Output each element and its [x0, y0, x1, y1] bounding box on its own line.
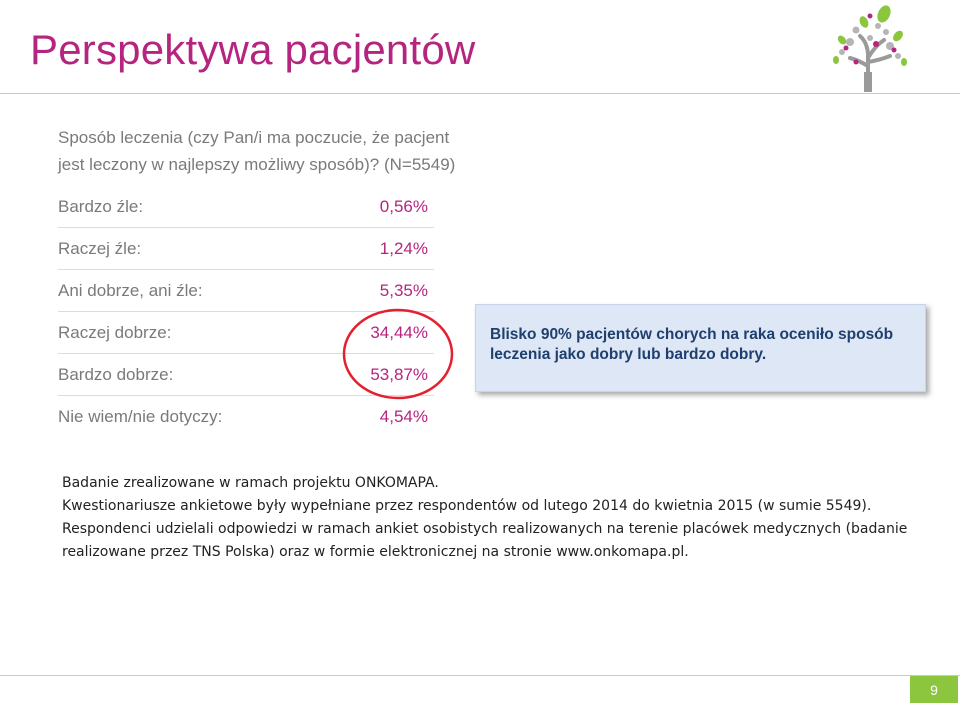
result-row-very-bad: Bardzo źle: 0,56% — [58, 186, 434, 228]
result-row-very-good: Bardzo dobrze: 53,87% — [58, 354, 434, 396]
study-note-method: Kwestionariusze ankietowe były wypełnian… — [62, 498, 908, 560]
result-label: Ani dobrze, ani źle: — [58, 280, 203, 300]
study-notes: Badanie zrealizowane w ramach projektu O… — [62, 472, 922, 564]
page-title: Perspektywa pacjentów — [30, 26, 476, 73]
result-label: Raczej dobrze: — [58, 322, 172, 342]
page-number: 9 — [910, 676, 958, 703]
result-row-neutral: Ani dobrze, ani źle: 5,35% — [58, 270, 434, 312]
result-value: 1,24% — [379, 238, 428, 258]
result-row-dont-know: Nie wiem/nie dotyczy: 4,54% — [58, 396, 434, 438]
result-label: Nie wiem/nie dotyczy: — [58, 407, 223, 426]
study-note-project: Badanie zrealizowane w ramach projektu O… — [62, 475, 439, 491]
title-divider — [0, 93, 960, 94]
survey-question-line-1: Sposób leczenia (czy Pan/i ma poczucie, … — [58, 128, 450, 147]
result-label: Bardzo dobrze: — [58, 364, 174, 384]
result-value: 4,54% — [379, 407, 428, 426]
highlight-ellipse — [342, 308, 454, 400]
result-row-rather-bad: Raczej źle: 1,24% — [58, 228, 434, 270]
survey-question: Sposób leczenia (czy Pan/i ma poczucie, … — [58, 124, 458, 178]
tree-logo-icon — [833, 5, 907, 92]
result-value: 34,44% — [370, 322, 428, 342]
result-label: Raczej źle: — [58, 238, 142, 258]
result-label: Bardzo źle: — [58, 196, 144, 216]
summary-callout: Blisko 90% pacjentów chorych na raka oce… — [475, 304, 926, 392]
footer-divider — [0, 675, 960, 676]
results-list: Bardzo źle: 0,56% Raczej źle: 1,24% Ani … — [58, 186, 434, 438]
result-value: 5,35% — [379, 280, 428, 300]
result-row-rather-good: Raczej dobrze: 34,44% — [58, 312, 434, 354]
result-value: 53,87% — [370, 364, 428, 384]
survey-question-line-2: jest leczony w najlepszy możliwy sposób)… — [58, 155, 456, 174]
result-value: 0,56% — [379, 196, 428, 216]
